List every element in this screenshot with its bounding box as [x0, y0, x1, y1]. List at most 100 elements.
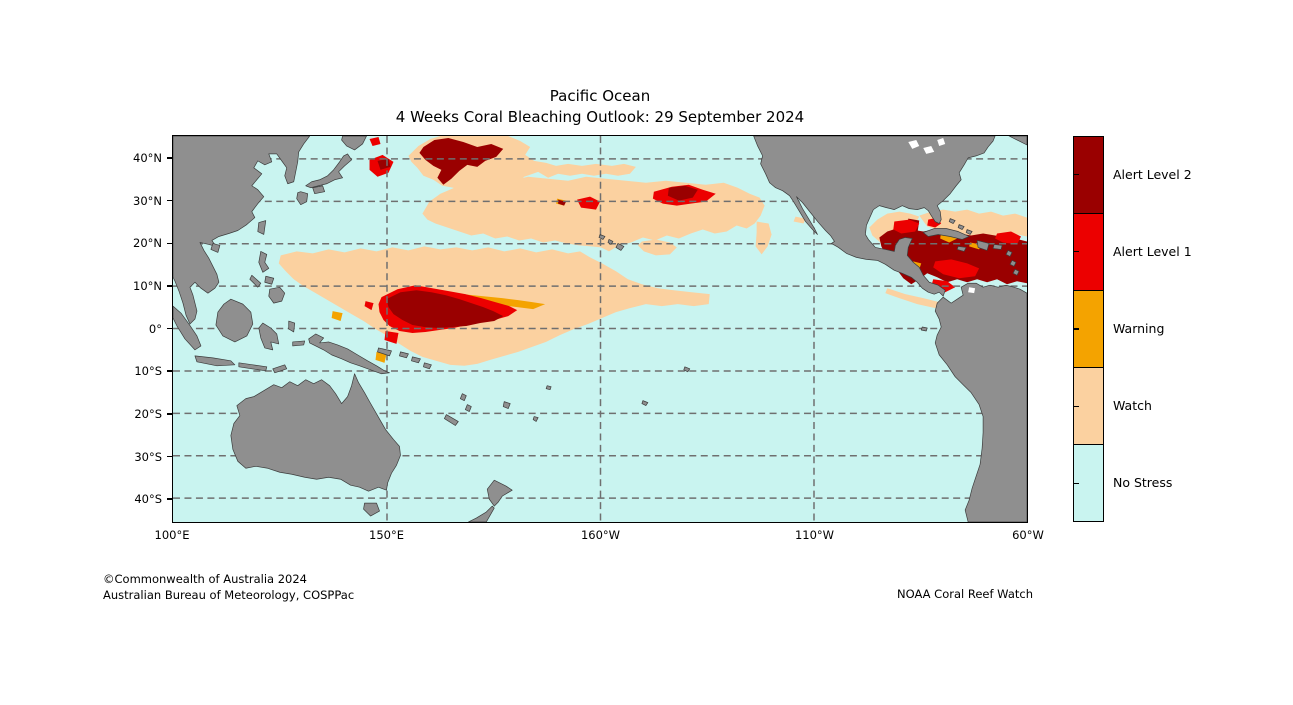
- land-hokkaido: [341, 136, 367, 151]
- lon-tick-label: 60°W: [1012, 528, 1044, 542]
- land-jamaica: [956, 246, 967, 252]
- land-hawaii-3: [615, 243, 625, 251]
- warning-speck-west: [331, 311, 343, 322]
- land-new-guinea: [308, 333, 390, 375]
- land-asia: [173, 136, 311, 325]
- lat-tick-label: 40°N: [133, 151, 162, 165]
- alert2-region-equatorial: [386, 290, 504, 329]
- land-timor: [272, 364, 288, 374]
- legend-tick-mark: [1073, 173, 1079, 176]
- land-cuba: [922, 228, 970, 240]
- legend-swatch-nostress: [1074, 444, 1103, 521]
- land-mindanao: [268, 286, 286, 304]
- copyright-text: ©Commonwealth of Australia 2024 Australi…: [103, 572, 354, 603]
- land-samoa: [545, 385, 552, 391]
- land-tonga: [532, 416, 539, 422]
- land-hainan: [210, 243, 221, 253]
- land-taiwan: [257, 220, 267, 235]
- lat-tick-label: 20°S: [134, 406, 162, 421]
- land-solomons-1: [399, 351, 409, 359]
- great-lake-3: [937, 137, 946, 146]
- lat-tick-mark: [167, 327, 172, 330]
- alert1-speck-west: [364, 301, 374, 311]
- legend-label-alert1: Alert Level 1: [1113, 243, 1192, 259]
- watch-region-ne-patch: [755, 221, 772, 255]
- warning-speck-south: [375, 351, 387, 363]
- lat-tick-mark: [167, 498, 172, 501]
- land-luzon: [258, 251, 270, 273]
- alert1-speck-ne-pacific: [577, 196, 600, 210]
- land-nz-north: [486, 479, 513, 507]
- legend-label-nostress: No Stress: [1113, 475, 1173, 491]
- figure-title: Pacific Ocean 4 Weeks Coral Bleaching Ou…: [172, 86, 1028, 128]
- lon-tick-label: 150°E: [369, 528, 404, 542]
- land-solomons-2: [411, 356, 421, 364]
- lon-tick-label: 110°W: [794, 528, 835, 542]
- gridlines: [173, 136, 1027, 522]
- land-vanuatu-2: [464, 404, 472, 412]
- watch-region-centam-fringe: [885, 288, 940, 309]
- legend-label-warning: Warning: [1113, 321, 1165, 336]
- land-north-america: [753, 136, 996, 297]
- watch-region-baja-speck: [793, 216, 806, 224]
- land-fiji: [502, 401, 511, 409]
- alert2-speck-ne-pacific: [558, 199, 567, 206]
- land-antilles-1: [1005, 250, 1013, 257]
- land-solomons-3: [423, 362, 432, 370]
- caribbean-detail-layer: [893, 217, 1022, 293]
- land-palawan: [249, 274, 262, 288]
- land-bahamas-2: [957, 224, 965, 230]
- land-halmahera: [288, 320, 296, 333]
- legend-tick-mark: [1073, 251, 1079, 253]
- watch-region-atlantic: [919, 209, 1027, 241]
- land-antilles-3: [1012, 268, 1020, 276]
- legend-label-alert2: Alert Level 2: [1113, 166, 1192, 182]
- land-shikoku: [312, 185, 325, 195]
- lake-maracaibo: [968, 287, 976, 294]
- alert1-speck-kuril: [369, 136, 381, 146]
- lat-tick-label: 0°: [148, 321, 162, 336]
- title-line-1: Pacific Ocean: [549, 87, 651, 105]
- lat-tick-mark: [167, 285, 172, 287]
- lat-tick-label: 10°N: [133, 278, 162, 293]
- watch-region-ne-pacific: [422, 176, 765, 252]
- land-lesser-sunda: [238, 362, 268, 372]
- legend-tick-mark: [1073, 405, 1079, 407]
- lat-tick-mark: [167, 413, 172, 415]
- copyright-line-2: Australian Bureau of Meteorology, COSPPa…: [103, 587, 355, 602]
- land-kyushu: [296, 191, 309, 205]
- land-sulawesi: [258, 322, 280, 351]
- alert2-region-ne-pacific: [667, 185, 698, 201]
- land-australia: [230, 373, 401, 492]
- lat-tick-mark: [167, 199, 172, 202]
- lat-tick-label: 40°S: [134, 492, 162, 507]
- watch-region-hawaii: [637, 239, 677, 256]
- lat-tick-mark: [167, 242, 172, 245]
- lat-tick-label: 30°S: [134, 449, 162, 464]
- legend-label-watch: Watch: [1113, 398, 1152, 414]
- land-tasmania: [363, 502, 380, 517]
- alert1-carib-east: [995, 231, 1022, 245]
- land-borneo: [215, 298, 254, 343]
- lat-tick-mark: [167, 370, 172, 373]
- lat-tick-label: 10°S: [134, 364, 162, 379]
- land-vanuatu-1: [459, 393, 467, 401]
- lon-tick-label: 100°E: [154, 528, 190, 542]
- lat-tick-mark: [167, 157, 172, 159]
- land-bahamas-1: [948, 218, 956, 224]
- land-sumatra: [173, 305, 202, 351]
- title-line-2: 4 Weeks Coral Bleaching Outlook: 29 Sept…: [395, 108, 805, 126]
- land-puerto-rico: [992, 244, 1003, 250]
- land-seram: [292, 340, 306, 347]
- land-new-caledonia: [444, 414, 459, 426]
- lat-tick-label: 30°N: [133, 193, 162, 208]
- great-lake-2: [923, 145, 935, 154]
- map-frame: [172, 135, 1028, 523]
- alert1-region-solomon: [384, 330, 399, 344]
- great-lake-1: [908, 139, 920, 149]
- credit-text: NOAA Coral Reef Watch: [897, 587, 1033, 601]
- alert1-carib-campeche: [893, 219, 920, 234]
- copyright-line-1: ©Commonwealth of Australia 2024: [103, 572, 308, 586]
- land-hawaii-2: [607, 239, 614, 245]
